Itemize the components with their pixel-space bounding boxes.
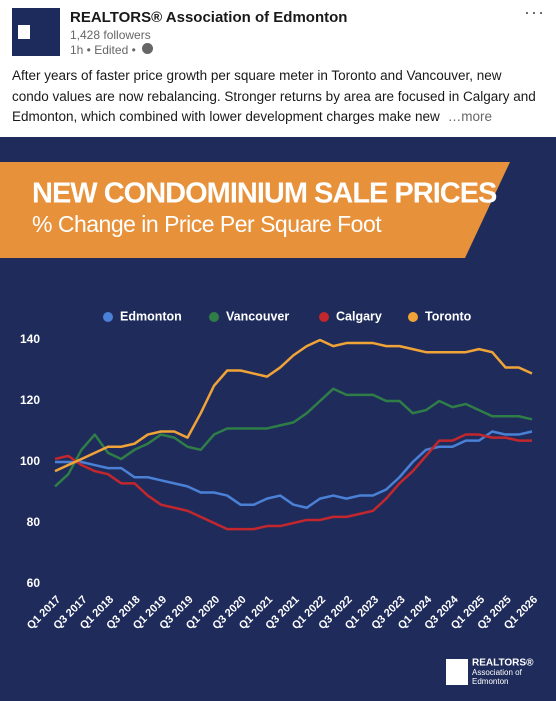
see-more[interactable]: …more xyxy=(447,109,492,124)
legend-label: Edmonton xyxy=(120,309,182,323)
y-tick-label: 100 xyxy=(20,454,40,468)
chart: NEW CONDOMINIUM SALE PRICES % Change in … xyxy=(0,137,556,701)
avatar[interactable] xyxy=(12,8,60,56)
legend-swatch xyxy=(209,312,219,322)
post-line: condo values are now rebalancing. Strong… xyxy=(12,88,536,104)
y-tick-label: 140 xyxy=(20,332,40,346)
legend-label: Calgary xyxy=(336,309,382,323)
y-tick-label: 120 xyxy=(20,393,40,407)
globe-icon xyxy=(142,43,153,54)
logo-text: REALTORS® xyxy=(472,658,534,669)
legend-swatch xyxy=(408,312,418,322)
series-line xyxy=(55,430,533,509)
post-line: Edmonton, which combined with lower deve… xyxy=(12,109,492,124)
series-line xyxy=(54,338,533,473)
chart-subtitle: % Change in Price Per Square Foot xyxy=(32,211,382,237)
timestamp: 1h • Edited • xyxy=(70,43,136,57)
y-tick-label: 80 xyxy=(27,515,41,529)
title-banner xyxy=(0,162,510,258)
y-tick-label: 60 xyxy=(27,576,41,590)
avatar-logo xyxy=(18,25,30,39)
series-line xyxy=(54,433,532,531)
legend-swatch xyxy=(103,312,113,322)
author[interactable]: REALTORS® Association of Edmonton xyxy=(70,9,348,26)
legend-label: Toronto xyxy=(425,309,472,323)
menu-dots[interactable]: ··· xyxy=(524,2,545,22)
followers: 1,428 followers xyxy=(70,28,151,42)
logo-text: Association of xyxy=(472,668,523,677)
logo-mark xyxy=(446,659,468,685)
post-body: After years of faster price growth per s… xyxy=(12,66,536,128)
post-line: After years of faster price growth per s… xyxy=(12,68,502,83)
legend-label: Vancouver xyxy=(226,309,289,323)
logo-text: Edmonton xyxy=(472,677,508,686)
legend-swatch xyxy=(319,312,329,322)
chart-title: NEW CONDOMINIUM SALE PRICES xyxy=(32,178,497,210)
series-line xyxy=(54,387,533,488)
